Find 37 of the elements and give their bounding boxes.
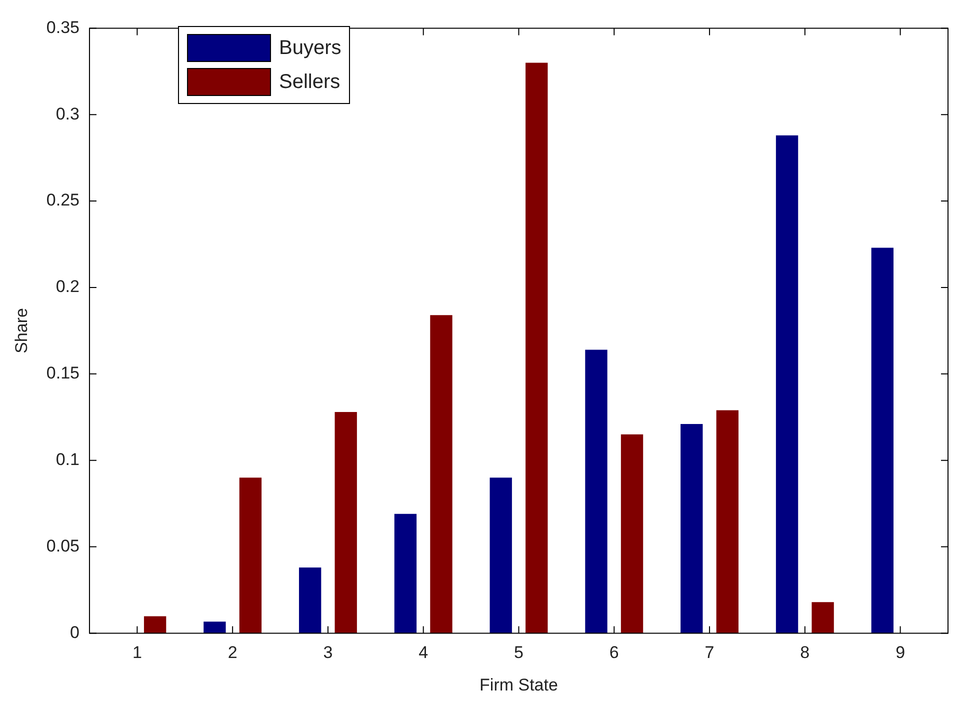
bar	[430, 315, 452, 634]
x-tick-label: 2	[228, 643, 238, 662]
bar	[144, 616, 166, 634]
x-tick-label: 4	[418, 643, 428, 662]
y-tick-label: 0.3	[56, 104, 80, 124]
y-tick-label: 0	[70, 622, 80, 642]
bar	[585, 350, 608, 634]
y-tick-label: 0.25	[46, 190, 80, 210]
bar	[526, 62, 548, 634]
x-tick-label: 1	[132, 643, 142, 662]
bar	[871, 248, 894, 634]
y-tick-label: 0.05	[46, 536, 80, 556]
y-tick-label: 0.35	[46, 18, 80, 37]
y-tick-label: 0.2	[56, 277, 80, 296]
y-axis-title: Share	[12, 308, 31, 354]
bar	[716, 410, 738, 634]
bar	[490, 478, 512, 634]
bar	[776, 135, 798, 634]
bar	[620, 434, 644, 634]
bar	[812, 602, 834, 634]
x-tick-label: 3	[323, 643, 333, 662]
bar	[334, 412, 357, 634]
x-tick-label: 8	[800, 643, 810, 662]
x-tick-label: 7	[704, 643, 714, 662]
legend-label: Buyers	[279, 36, 342, 60]
bar	[680, 424, 703, 634]
y-tick-label: 0.1	[56, 450, 80, 470]
y-tick-label: 0.15	[46, 364, 80, 383]
x-tick-label: 6	[609, 643, 619, 662]
x-tick-label: 9	[896, 643, 906, 662]
legend-label: Sellers	[279, 70, 340, 94]
x-tick-label: 5	[514, 643, 524, 662]
bar	[204, 622, 226, 634]
x-axis-title: Firm State	[480, 675, 558, 694]
bar	[298, 568, 322, 634]
bar	[394, 514, 417, 634]
bar	[239, 478, 262, 634]
